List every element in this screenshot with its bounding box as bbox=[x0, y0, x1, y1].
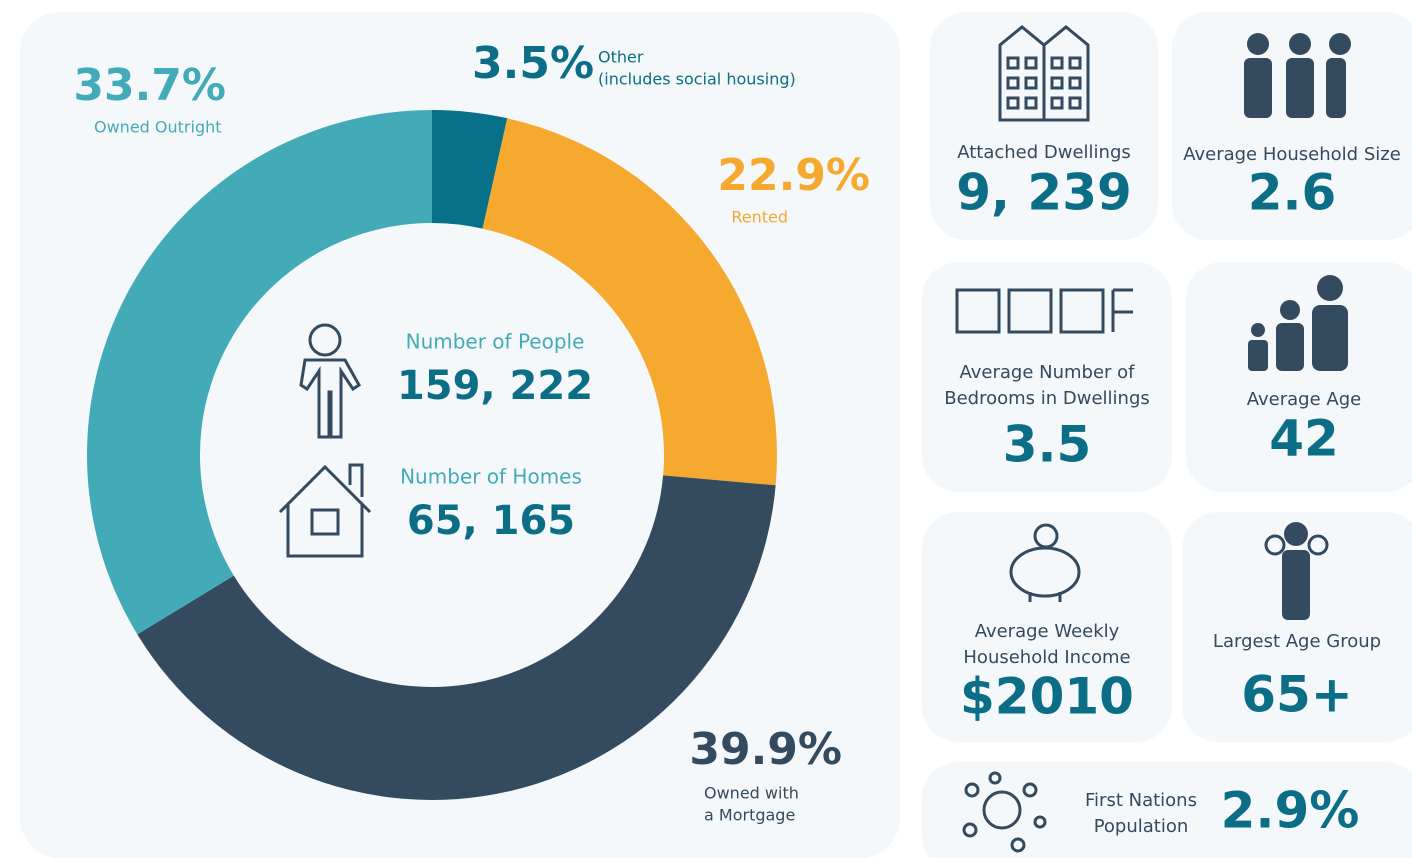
card-value: 3.5 bbox=[1003, 416, 1092, 474]
dots-icon bbox=[962, 771, 1047, 853]
card-label: Average Number of bbox=[959, 362, 1135, 383]
card-label: Largest Age Group bbox=[1213, 631, 1381, 652]
card-label: Average Household Size bbox=[1183, 144, 1401, 165]
card-value: 2.9% bbox=[1221, 782, 1360, 840]
segment-label: Owned with bbox=[704, 784, 799, 803]
stat-card bbox=[922, 762, 1412, 858]
age-icon bbox=[1248, 275, 1348, 371]
donut-segment bbox=[86, 110, 432, 635]
card-label: Average Weekly bbox=[975, 621, 1120, 642]
card-value: 65+ bbox=[1241, 666, 1352, 724]
group-icon bbox=[1264, 522, 1329, 620]
card-value: 42 bbox=[1269, 410, 1339, 468]
piggy-icon bbox=[1009, 523, 1081, 602]
stat-card bbox=[922, 512, 1172, 742]
center-value: 159, 222 bbox=[397, 363, 593, 409]
person-icon bbox=[299, 323, 361, 439]
center-label: Number of People bbox=[406, 330, 585, 354]
stat-card bbox=[1182, 512, 1412, 742]
donut-segment bbox=[482, 118, 777, 486]
card-value: 9, 239 bbox=[956, 164, 1132, 222]
donut-segment bbox=[137, 475, 776, 800]
stat-card bbox=[1172, 12, 1412, 240]
segment-value-label: 3.5% bbox=[472, 38, 594, 89]
segment-value-label: 22.9% bbox=[717, 150, 870, 201]
stat-card bbox=[930, 12, 1158, 240]
stat-card bbox=[1186, 262, 1412, 492]
segment-value-label: 39.9% bbox=[689, 724, 842, 775]
segment-label: a Mortgage bbox=[704, 806, 795, 825]
donut: 3.5% Other (includes social housing) 22.9% R… bbox=[73, 38, 870, 825]
card-label: Average Age bbox=[1247, 389, 1361, 410]
segment-value-label: 33.7% bbox=[73, 60, 226, 111]
card-label: Attached Dwellings bbox=[957, 142, 1131, 163]
segment-label: Other bbox=[598, 48, 644, 67]
card-label: First Nations bbox=[1085, 790, 1197, 811]
house-icon bbox=[278, 463, 372, 558]
center-value: 65, 165 bbox=[407, 498, 575, 544]
card-value: 2.6 bbox=[1248, 164, 1337, 222]
segment-label: (includes social housing) bbox=[598, 70, 796, 89]
card-value: $2010 bbox=[960, 668, 1134, 726]
segment-label: Rented bbox=[731, 208, 788, 227]
card-label: Bedrooms in Dwellings bbox=[944, 388, 1150, 409]
center-label: Number of Homes bbox=[400, 465, 582, 489]
beds-icon bbox=[955, 288, 1133, 334]
card-label: Population bbox=[1094, 816, 1189, 837]
family-icon bbox=[1244, 33, 1351, 118]
donut-segment bbox=[432, 110, 508, 229]
stat-card bbox=[922, 262, 1172, 492]
segment-label: Owned Outright bbox=[94, 118, 222, 137]
building-icon bbox=[998, 25, 1090, 122]
card-label: Household Income bbox=[963, 647, 1130, 668]
